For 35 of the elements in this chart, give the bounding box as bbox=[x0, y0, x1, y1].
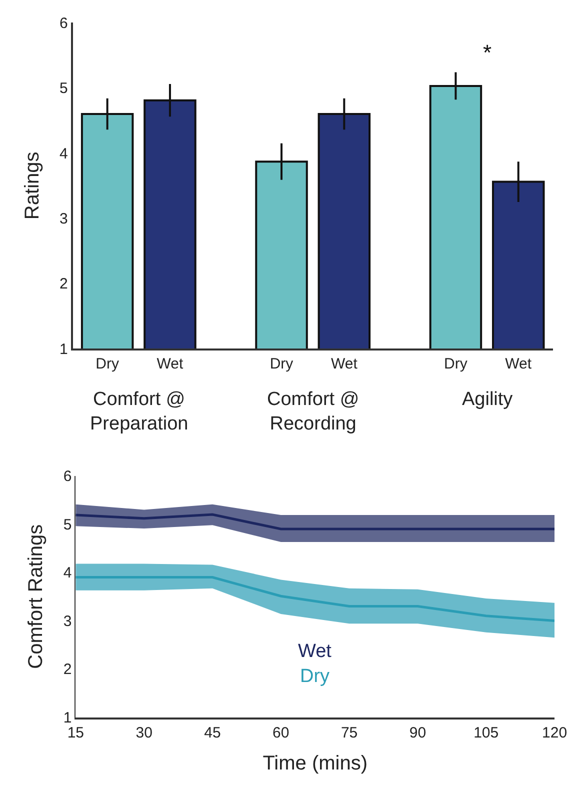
y-tick-label: 1 bbox=[60, 340, 68, 358]
x-tick-label: Dry bbox=[270, 356, 294, 373]
y-tick-label: 4 bbox=[60, 145, 68, 162]
x-tick-label: 105 bbox=[474, 724, 499, 742]
text: Dry bbox=[300, 666, 330, 687]
x-tick-label: 45 bbox=[204, 724, 221, 742]
y-axis-title: Comfort Ratings bbox=[24, 524, 47, 669]
text: Agility bbox=[462, 389, 514, 410]
x-tick-label: 75 bbox=[340, 724, 358, 742]
y-tick-label: 5 bbox=[63, 516, 72, 534]
x-tick-label: Wet bbox=[505, 356, 532, 373]
x-tick-label: 30 bbox=[136, 724, 152, 742]
x-axis-title: Time (mins) bbox=[262, 752, 368, 774]
y-tick-label: 5 bbox=[60, 80, 68, 98]
y-tick-label: 3 bbox=[60, 210, 68, 228]
y-tick-label: 4 bbox=[63, 564, 72, 582]
x-tick-label: 60 bbox=[272, 724, 290, 742]
x-tick-label: Wet bbox=[330, 356, 358, 373]
text: Comfort @ Recording bbox=[267, 389, 360, 435]
y-tick-label: 2 bbox=[63, 661, 72, 678]
text: Wet bbox=[298, 641, 332, 662]
x-tick-label: 120 bbox=[542, 724, 568, 742]
x-tick-label: 90 bbox=[409, 724, 426, 742]
y-axis-title: Ratings bbox=[22, 152, 44, 220]
y-tick-label: 6 bbox=[63, 468, 72, 486]
x-tick-label: Wet bbox=[156, 356, 184, 373]
y-tick-label: 2 bbox=[60, 276, 68, 293]
annotation: * bbox=[483, 40, 492, 65]
x-tick-label: Dry bbox=[96, 356, 120, 373]
text: Comfort @ Preparation bbox=[90, 389, 188, 435]
x-tick-label: Dry bbox=[444, 356, 468, 373]
y-tick-label: 6 bbox=[60, 14, 68, 32]
y-tick-label: 1 bbox=[63, 710, 72, 727]
y-tick-label: 3 bbox=[63, 612, 72, 630]
x-tick-label: 15 bbox=[67, 724, 84, 742]
